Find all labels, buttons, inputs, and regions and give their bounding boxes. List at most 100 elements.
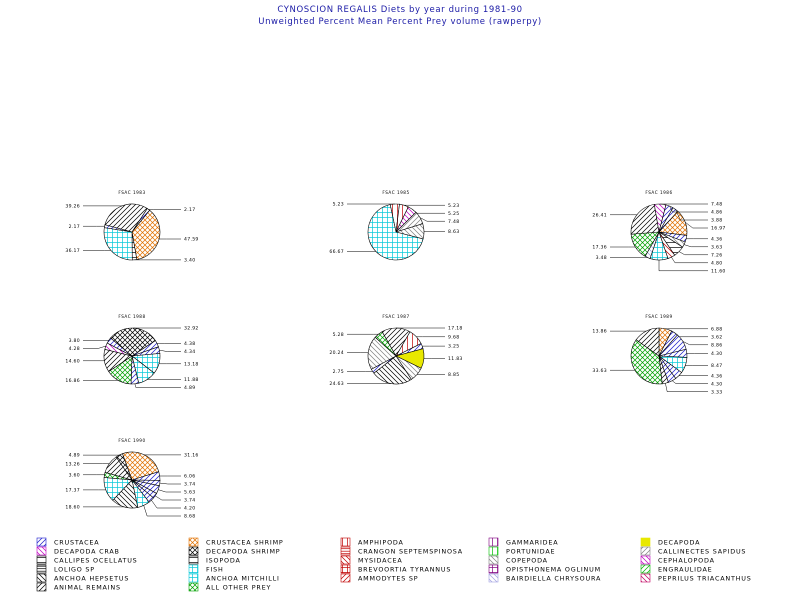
legend-item-amphipoda: AMPHIPODA (340, 537, 403, 547)
slice-label: 3.40 (184, 257, 195, 263)
legend-item-crangon-septemspinosa: CRANGON SEPTEMSPINOSA (340, 546, 463, 556)
leader-line (151, 500, 181, 509)
legend-label: CALLIPES OCELLATUS (54, 557, 138, 565)
slice-label: 39.26 (65, 203, 80, 209)
pie-slice (630, 339, 663, 385)
legend-label: OPISTHONEMA OGLINUM (506, 566, 601, 574)
leader-line (665, 383, 708, 392)
leader-line (159, 349, 181, 352)
slice-label: 4.30 (711, 351, 722, 357)
legend-swatch (36, 555, 47, 565)
legend-swatch (488, 546, 499, 556)
pie-slice (104, 224, 133, 233)
slice-label: 5.23 (448, 203, 459, 209)
legend-swatch (640, 546, 651, 556)
legend-item-mysidacea: MYSIDACEA (340, 555, 403, 565)
pie-title: FSAC 1989 (645, 314, 672, 319)
legend-item-copepoda: COPEPODA (488, 555, 548, 565)
legend-label: ALL OTHER PREY (206, 584, 271, 592)
slice-label: 4.30 (711, 381, 722, 387)
slice-label: 16.97 (711, 226, 726, 232)
slice-label: 7.48 (711, 202, 722, 208)
slice-label: 6.88 (711, 326, 722, 332)
slice-label: 4.80 (711, 260, 722, 266)
leader-line (669, 205, 708, 213)
slice-label: 4.36 (711, 373, 722, 379)
pie-slice (381, 327, 411, 357)
slice-label: 47.59 (184, 237, 199, 243)
slice-label: 13.86 (592, 329, 607, 335)
legend-item-crustacea: CRUSTACEA (36, 537, 99, 547)
slice-label: 6.06 (184, 474, 195, 480)
legend-swatch (188, 555, 199, 565)
leader-line (658, 260, 708, 272)
slice-label: 4.28 (69, 346, 80, 352)
pie-slice (630, 204, 660, 235)
legend-label: GAMMARIDEA (506, 539, 558, 547)
slice-label: 7.26 (711, 252, 722, 258)
slice-label: 17.37 (65, 487, 80, 493)
legend-swatch (340, 573, 351, 583)
title-block: CYNOSCION REGALIS Diets by year during 1… (0, 4, 800, 28)
slice-label: 3.48 (596, 255, 607, 261)
leader-line (159, 482, 181, 485)
legend-item-all-other-prey: ALL OTHER PREY (188, 582, 271, 592)
slice-label: 2.17 (184, 207, 195, 213)
legend-label: CEPHALOPODA (658, 557, 715, 565)
slice-label: 13.26 (65, 461, 80, 467)
slice-label: 4.36 (711, 236, 722, 242)
slice-label: 8.68 (184, 514, 195, 520)
legend-item-anchoa-mitchilli: ANCHOA MITCHILLI (188, 573, 279, 583)
legend-swatch (188, 582, 199, 592)
leader-line (83, 345, 106, 349)
legend-item-gammaridea: GAMMARIDEA (488, 537, 558, 547)
legend-item-callinectes-sapidus: CALLINECTES SAPIDUS (640, 546, 745, 556)
legend-label: CRUSTACEA (54, 539, 99, 547)
slice-label: 4.89 (184, 385, 195, 391)
leader-line (412, 209, 445, 214)
pie-title: FSAC 1983 (118, 190, 145, 195)
leader-line (685, 222, 708, 229)
legend-label: MYSIDACEA (358, 557, 403, 565)
legend-label: LOLIGO SP (54, 566, 95, 574)
slice-label: 3.80 (69, 338, 80, 344)
legend-label: DECAPODA CRAB (54, 548, 120, 556)
legend-item-portunidae: PORTUNIDAE (488, 546, 555, 556)
slice-label: 17.36 (592, 245, 607, 251)
legend-swatch (640, 537, 651, 547)
slice-label: 31.16 (184, 453, 199, 459)
leader-line (154, 495, 181, 501)
legend-item-brevoortia-tyrannus: BREVOORTIA TYRANNUS (340, 564, 451, 574)
slice-label: 5.23 (333, 202, 344, 208)
legend-label: BREVOORTIA TYRANNUS (358, 566, 451, 574)
legend-swatch (36, 537, 47, 547)
legend-swatch (188, 573, 199, 583)
slice-label: 8.85 (448, 372, 459, 378)
pie-5: FSAC 1987 5.28 20.24 2.75 24.63 17.18 9.68 3.25… (329, 314, 462, 387)
legend-swatch (340, 555, 351, 565)
slice-label: 4.20 (184, 506, 195, 512)
slice-label: 4.34 (184, 349, 195, 355)
leader-line (419, 217, 445, 222)
legend-item-bairdiella-chrysoura: BAIRDIELLA CHRYSOURA (488, 573, 600, 583)
slice-label: 11.88 (184, 377, 199, 383)
slice-label: 8.63 (448, 229, 459, 235)
pie-6: FSAC 1989 13.86 33.63 6.88 3.62 8.86 4.30 8.47 4… (592, 314, 722, 395)
slice-label: 3.25 (448, 344, 459, 350)
legend-label: COPEPODA (506, 557, 548, 565)
slice-label: 24.63 (329, 381, 344, 387)
pies-group: FSAC 198339.262.1736.172.1747.593.40FSAC… (65, 190, 725, 520)
slice-label: 36.17 (65, 248, 80, 254)
legend-label: CRANGON SEPTEMSPINOSA (358, 548, 463, 556)
slice-label: 33.63 (592, 368, 607, 374)
legend-label: DECAPODA (658, 539, 700, 547)
slice-label: 14.60 (65, 358, 80, 364)
legend-swatch (488, 564, 499, 574)
legend-item-decapoda-crab: DECAPODA CRAB (36, 546, 120, 556)
legend-label: FISH (206, 566, 224, 574)
legend-item-ammodytes-sp: AMMODYTES SP (340, 573, 418, 583)
slice-label: 18.60 (65, 505, 80, 511)
legend-label: DECAPODA SHRIMP (206, 548, 280, 556)
legend-item-cephalopoda: CEPHALOPODA (640, 555, 715, 565)
leader-line (675, 209, 708, 221)
